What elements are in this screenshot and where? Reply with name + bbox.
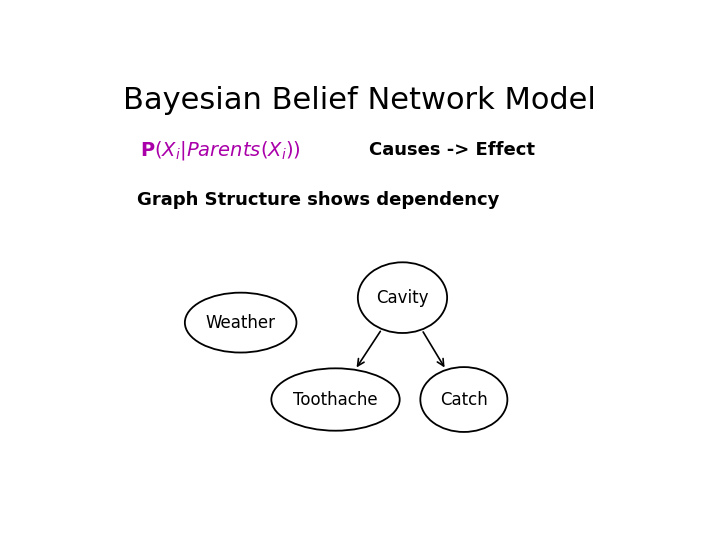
Ellipse shape [271, 368, 400, 431]
FancyArrowPatch shape [358, 332, 380, 366]
Text: Bayesian Belief Network Model: Bayesian Belief Network Model [124, 85, 596, 114]
Text: Toothache: Toothache [293, 390, 378, 409]
FancyArrowPatch shape [423, 332, 444, 366]
Text: Cavity: Cavity [377, 289, 428, 307]
Text: $\mathbf{P}(X_i|Parents(X_i))$: $\mathbf{P}(X_i|Parents(X_i))$ [140, 139, 301, 161]
Ellipse shape [358, 262, 447, 333]
Text: Catch: Catch [440, 390, 487, 409]
Text: Graph Structure shows dependency: Graph Structure shows dependency [138, 191, 500, 209]
Ellipse shape [420, 367, 508, 432]
Ellipse shape [185, 293, 297, 353]
Text: Causes -> Effect: Causes -> Effect [369, 141, 535, 159]
Text: Weather: Weather [206, 314, 276, 332]
